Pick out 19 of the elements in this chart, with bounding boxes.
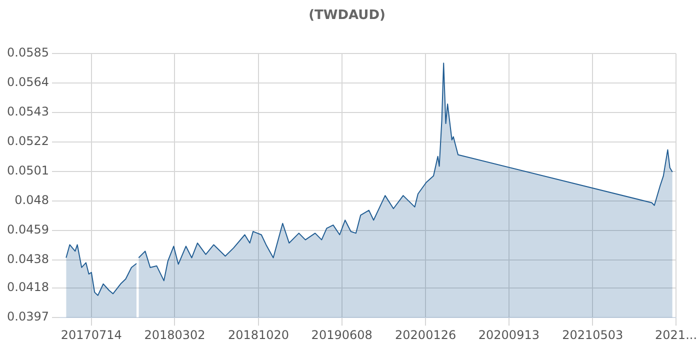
x-tick-label: 20200126 [395,328,456,342]
y-tick-label: 0.048 [14,193,49,208]
y-tick-label: 0.0459 [6,222,49,237]
x-tick-label: 20181020 [228,328,290,342]
x-tick-label: 2021... [655,328,697,342]
chart-title: (TWDAUD) [308,8,386,24]
y-tick-label: 0.0564 [6,75,49,90]
y-tick-label: 0.0501 [6,164,49,178]
y-tick-label: 0.0543 [6,104,49,119]
x-tick-label: 20210503 [562,328,624,342]
y-tick-label: 0.0397 [6,310,49,324]
y-tick-label: 0.0438 [6,252,49,266]
y-tick-label: 0.0522 [6,134,49,148]
y-tick-label: 0.0585 [6,46,49,60]
x-tick-label: 20180302 [144,328,206,342]
y-tick-label: 0.0418 [6,280,49,294]
x-tick-label: 20190608 [311,328,372,342]
x-tick-label: 20200913 [478,328,540,342]
x-tick-label: 20170714 [60,328,122,342]
